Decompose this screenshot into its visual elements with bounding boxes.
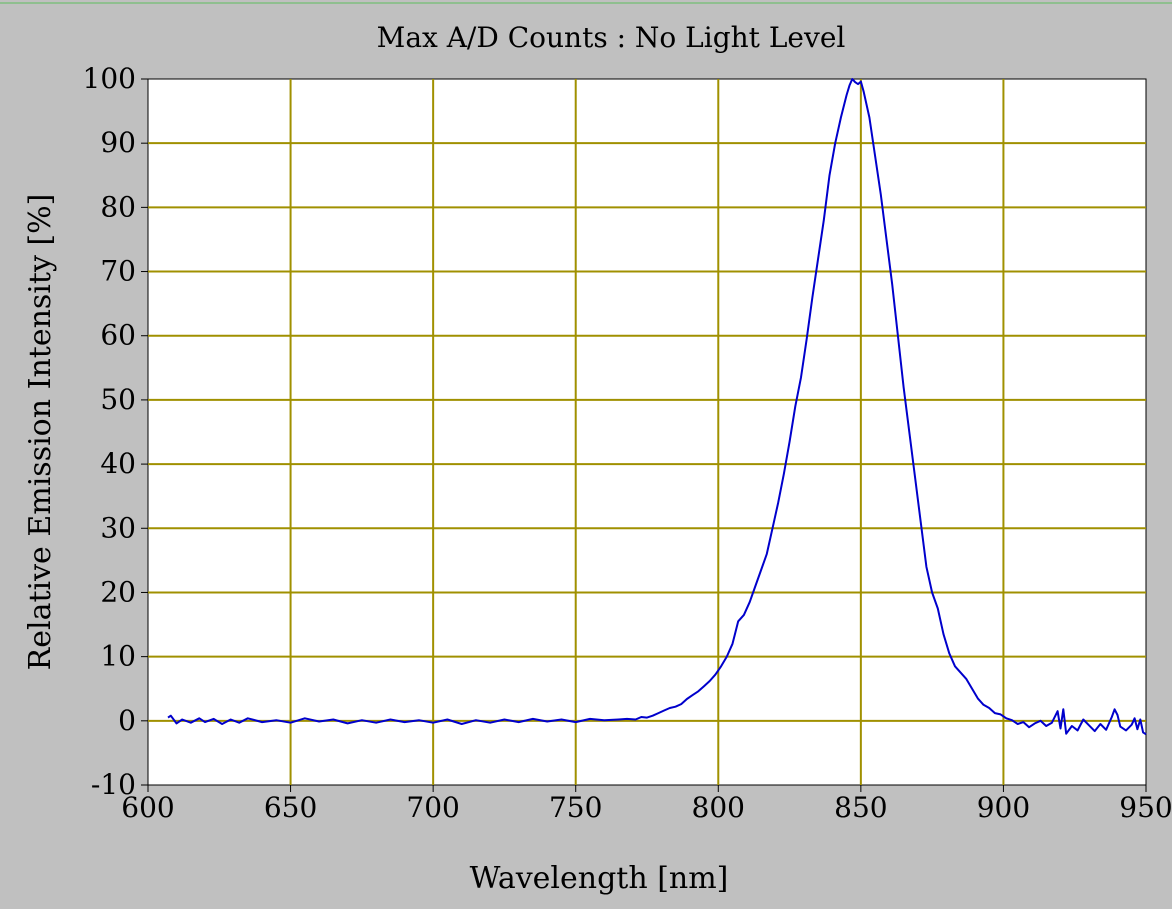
x-axis-label: Wavelength [nm] — [470, 861, 729, 896]
x-tick-label-600: 600 — [121, 791, 174, 824]
grid-lines — [148, 79, 1146, 785]
y-tick-label-80: 80 — [100, 190, 136, 223]
axis-ticks — [141, 78, 1147, 792]
y-tick-label--10: -10 — [91, 768, 136, 801]
y-tick-label-100: 100 — [83, 62, 136, 95]
y-axis-label: Relative Emission Intensity [%] — [23, 194, 58, 671]
y-tick-label-30: 30 — [100, 511, 136, 544]
y-tick-label-50: 50 — [100, 383, 136, 416]
x-tick-label-800: 800 — [692, 791, 745, 824]
y-tick-label-90: 90 — [100, 126, 136, 159]
plot-area — [147, 78, 1147, 786]
series-line-0 — [167, 78, 1147, 736]
window-top-border — [0, 2, 1172, 4]
y-tick-label-10: 10 — [100, 640, 136, 673]
x-tick-label-700: 700 — [406, 791, 459, 824]
y-tick-label-40: 40 — [100, 447, 136, 480]
y-tick-labels: -10 0 10 20 30 40 50 60 70 80 90 100 — [83, 62, 136, 801]
x-tick-label-900: 900 — [977, 791, 1030, 824]
y-tick-label-60: 60 — [100, 319, 136, 352]
x-tick-label-650: 650 — [264, 791, 317, 824]
y-tick-label-0: 0 — [118, 704, 136, 737]
x-tick-label-950: 950 — [1119, 791, 1172, 824]
y-tick-label-70: 70 — [100, 255, 136, 288]
x-tick-labels: 600 650 700 750 800 850 900 950 — [121, 791, 1172, 824]
x-tick-label-750: 750 — [549, 791, 602, 824]
chart-title: Max A/D Counts : No Light Level — [377, 21, 846, 54]
x-tick-label-850: 850 — [834, 791, 887, 824]
series-layer — [167, 78, 1147, 736]
y-tick-label-20: 20 — [100, 575, 136, 608]
